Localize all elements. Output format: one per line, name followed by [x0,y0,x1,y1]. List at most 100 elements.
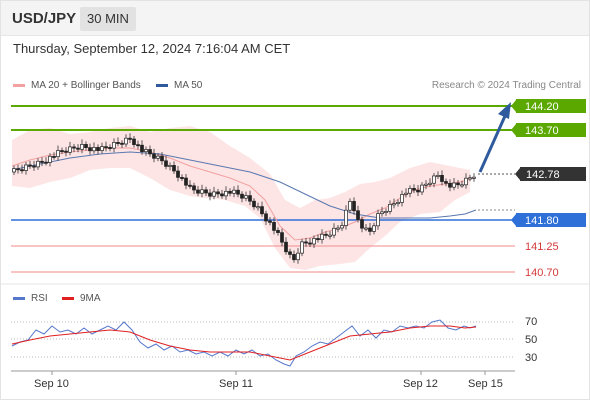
candle-body [52,155,56,158]
candle-body [224,190,228,197]
candle-body [228,190,232,194]
candle-body [272,222,276,231]
candle-body [388,203,392,212]
candle-body [148,149,152,155]
candle-body [260,206,264,215]
candle-body [40,160,44,163]
candle-body [144,149,148,153]
legend-rsi-swatch [13,297,25,300]
legend-9ma: 9MA [62,293,101,304]
candle-body [408,188,412,194]
candle-body [292,254,296,261]
candle-body [132,138,136,145]
candle-body [336,227,340,230]
rsi-label-70: 70 [525,316,537,328]
candle-body [396,202,400,205]
candle-body [24,164,28,171]
legend-ma50-swatch [156,84,168,87]
candle-body [100,146,104,151]
candle-body [368,227,372,232]
header-bar: USD/JPY 30 MIN [1,1,589,36]
candle-body [124,137,128,145]
candle-body [436,175,440,177]
candle-body [240,193,244,199]
candle-body [36,160,40,168]
candle-body [372,225,376,232]
candle-body [104,146,108,149]
timeframe-badge[interactable]: 30 MIN [80,7,136,31]
chart-datetime: Thursday, September 12, 2024 7:16:04 AM … [13,41,291,56]
candle-body [44,161,48,164]
candle-body [188,184,192,187]
candle-body [320,233,324,241]
candle-body [316,238,320,241]
candle-body [200,189,204,194]
price-tag-144-20-text: 144.20 [525,101,559,113]
candle-body [256,206,260,209]
candle-body [328,234,332,237]
candle-body [20,169,24,172]
candle-body [384,211,388,213]
candle-body [160,155,164,162]
candle-body [92,147,96,152]
candle-body [380,211,384,214]
legend-ma50: MA 50 [156,80,202,91]
legend-ma20-swatch [13,84,25,87]
legend-ma20-label: MA 20 + Bollinger Bands [31,80,141,91]
candle-body [192,185,196,191]
candle-body [356,210,360,220]
candle-body [244,195,248,199]
price-label-140-70: 140.70 [525,267,559,279]
projection-arrow-line [478,115,507,173]
candle-body [348,201,352,211]
legend-9ma-label: 9MA [80,293,101,304]
rsi-label-30: 30 [525,352,537,364]
candlesticks [12,133,476,264]
candle-body [136,144,140,147]
candle-body [32,165,36,168]
ma50-line [11,151,477,219]
candle-body [152,153,156,159]
candle-body [108,147,112,149]
x-label-sep12: Sep 12 [403,378,438,390]
candle-body [76,147,80,150]
candle-body [164,160,168,167]
candle-body [428,182,432,185]
candle-body [448,182,452,188]
price-tag-141-80-text: 141.80 [525,215,559,227]
candle-body [96,147,100,151]
legend-ma20: MA 20 + Bollinger Bands [13,80,141,91]
candle-body [84,144,88,148]
candle-body [172,165,176,172]
candle-body [344,209,348,226]
candle-body [452,182,456,188]
candle-body [416,189,420,193]
candle-body [216,191,220,195]
candle-body [424,183,428,186]
candle-body [340,225,344,229]
candle-body [80,144,84,150]
candle-body [156,155,160,159]
candle-body [352,201,356,212]
rsi-line [11,319,477,367]
candle-body [460,184,464,187]
price-label-141-25: 141.25 [525,241,559,253]
candle-body [120,142,124,145]
candle-body [304,241,308,244]
price-tag-144-20: 144.20 [511,99,586,113]
candle-body [308,242,312,245]
x-label-sep10: Sep 10 [34,378,69,390]
candle-body [116,142,120,144]
candle-body [332,227,336,236]
candle-body [432,175,436,184]
candle-body [360,219,364,229]
rsi-9ma-line [11,325,477,361]
candle-body [412,188,416,191]
x-label-sep11: Sep 11 [219,378,253,390]
symbol-title: USD/JPY [12,10,77,27]
x-label-sep15: Sep 15 [468,378,503,390]
projection-arrow-head [498,102,511,119]
candle-body [464,177,468,186]
candle-body [140,144,144,153]
